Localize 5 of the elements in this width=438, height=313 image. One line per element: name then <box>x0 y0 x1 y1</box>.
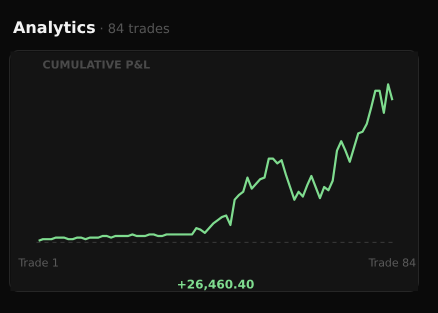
chart-subtitle: · 84 trades <box>99 22 170 37</box>
chart-title: Analytics <box>13 18 96 37</box>
x-tick-label: Trade 84 <box>368 256 416 270</box>
x-tick-label: Trade 1 <box>17 256 59 270</box>
text: +26,460.40 <box>176 278 254 292</box>
